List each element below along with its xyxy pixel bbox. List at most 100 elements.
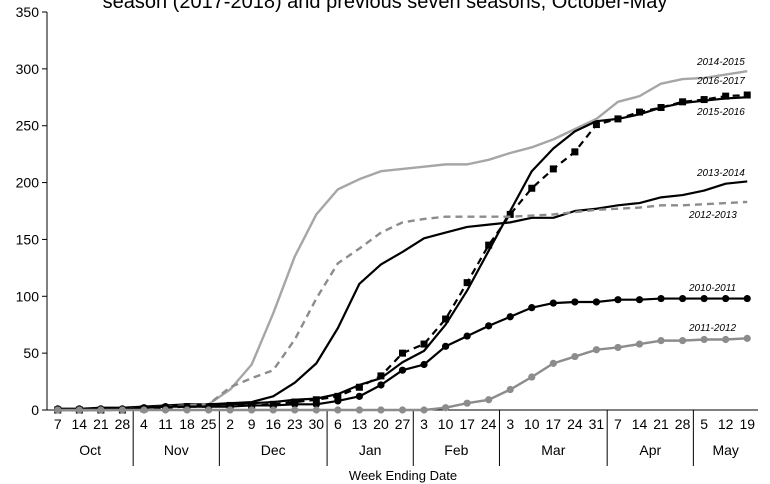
y-tick-label: 200 [16,175,40,191]
data-point [592,121,600,129]
y-tick-label: 100 [16,288,40,304]
series-2014-2015 [57,69,748,412]
x-tick-label: 19 [739,416,755,432]
y-tick-label: 350 [16,4,40,20]
data-point [722,92,730,100]
data-point [506,385,514,394]
data-point [636,108,643,116]
data-point [614,343,622,352]
data-point [334,406,342,414]
x-tick-label: 21 [653,416,669,432]
data-point [679,98,687,106]
series-label: 2016-2017 [696,76,745,87]
month-label: Feb [444,442,468,458]
x-tick-label: 21 [93,416,109,432]
data-point [635,340,644,348]
data-point [269,406,277,414]
data-point [614,296,622,304]
data-point [635,296,644,304]
y-tick-label: 250 [16,118,40,134]
x-tick-label: 31 [589,416,605,432]
data-point [528,184,536,192]
data-point [248,406,256,414]
series-2015-2016 [57,96,748,412]
x-tick-label: 10 [438,416,454,432]
data-point [355,406,364,414]
data-point [571,298,579,306]
data-point [571,352,579,361]
x-tick-label: 16 [265,416,281,432]
data-point [592,298,601,306]
data-point [722,335,730,344]
data-point [528,373,536,381]
data-point [592,346,601,354]
series-label: 2012-2013 [688,210,737,221]
month-label: Mar [541,442,565,458]
month-label: May [712,442,738,458]
x-tick-label: 28 [675,416,691,432]
x-tick-label: 30 [309,416,325,432]
series-2011-2012 [54,334,751,414]
data-point [355,383,363,391]
x-tick-label: 3 [420,416,428,432]
x-tick-label: 20 [373,416,389,432]
data-point [485,322,493,330]
x-tick-label: 13 [352,416,368,432]
data-point [161,406,170,414]
x-tick-label: 17 [459,416,475,432]
y-tick-label: 0 [31,402,39,418]
data-point [678,294,687,303]
data-point [377,406,385,414]
series-label: 2011-2012 [688,323,737,334]
month-label: Nov [164,442,189,458]
data-point [441,404,450,412]
data-point [442,315,450,323]
x-tick-label: 7 [614,416,622,432]
series-labels: 2014-2015 2016-2017 2015-2016 2013-2014 2012… [688,57,745,334]
x-tick-label: 24 [481,416,497,432]
x-tick-label: 25 [201,416,217,432]
data-point [420,406,428,414]
data-point [334,397,342,405]
x-tick-label: 27 [395,416,411,432]
x-tick-label: 2 [226,416,234,432]
data-point [54,406,62,414]
data-point [291,400,299,408]
data-point [355,392,364,400]
series-2013-2014 [57,180,748,410]
series-line [57,69,748,412]
x-tick-label: 18 [179,416,195,432]
data-point [743,294,751,303]
data-point [226,406,234,414]
data-point [377,372,385,380]
data-point [398,406,407,414]
series-line [57,337,748,412]
series-layer [54,69,751,414]
data-point [700,335,708,344]
data-point [140,406,148,414]
x-tick-label: 7 [54,416,62,432]
data-point [506,210,514,218]
data-point [312,396,320,404]
data-point [463,332,471,340]
x-tick-label: 11 [158,416,173,432]
data-point [118,406,127,414]
data-point [420,360,428,369]
series-line [57,180,748,410]
data-point [571,148,579,156]
data-point [743,91,751,99]
data-point [75,406,83,414]
data-point [657,294,665,303]
series-line [57,200,748,412]
data-point [334,392,342,400]
x-tick-label: 10 [524,416,540,432]
data-point [549,165,557,173]
y-tick-label: 150 [16,231,40,247]
series-label: 2014-2015 [696,57,745,68]
series-label: 2013-2014 [696,168,745,179]
data-point [377,381,385,389]
data-point [420,340,428,348]
x-tick-label: 9 [248,416,256,432]
x-tick-label: 12 [718,416,734,432]
